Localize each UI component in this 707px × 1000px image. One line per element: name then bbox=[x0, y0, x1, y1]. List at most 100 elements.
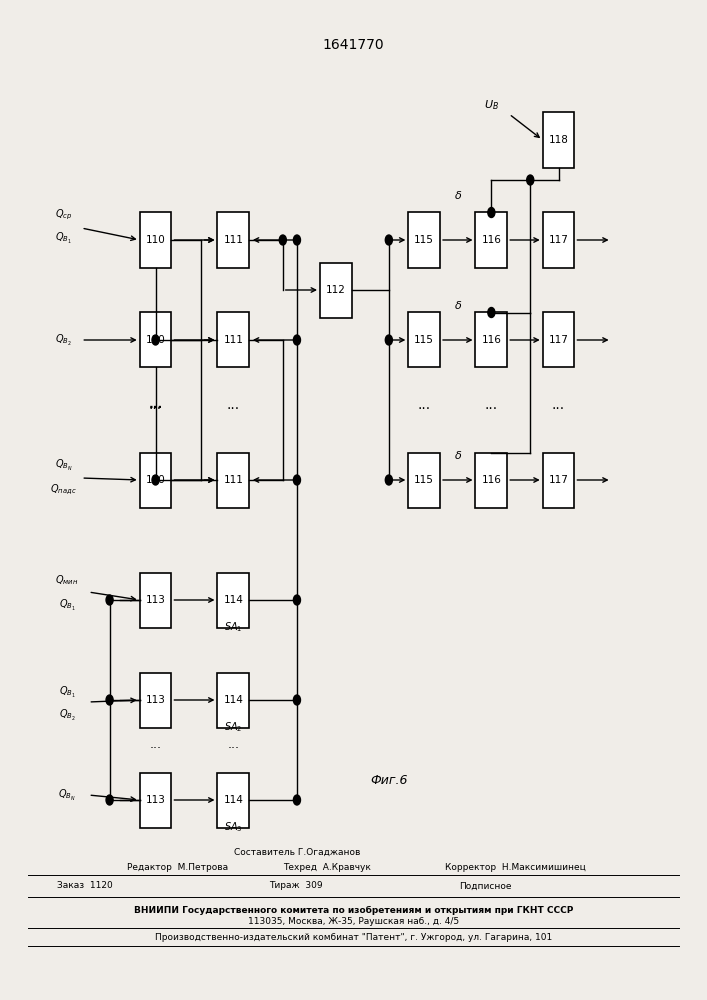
Text: ...: ... bbox=[228, 738, 239, 752]
Circle shape bbox=[385, 335, 392, 345]
Text: 111: 111 bbox=[223, 235, 243, 245]
Text: $Q_{B_N}$: $Q_{B_N}$ bbox=[58, 787, 76, 803]
Text: ВНИИПИ Государственного комитета по изобретениям и открытиям при ГКНТ СССР: ВНИИПИ Государственного комитета по изоб… bbox=[134, 905, 573, 915]
Circle shape bbox=[293, 795, 300, 805]
FancyBboxPatch shape bbox=[218, 673, 249, 728]
Text: 118: 118 bbox=[549, 135, 568, 145]
Circle shape bbox=[385, 235, 392, 245]
Text: Заказ  1120: Заказ 1120 bbox=[57, 882, 112, 890]
Text: 113: 113 bbox=[146, 795, 165, 805]
Text: ...: ... bbox=[552, 398, 565, 412]
Text: 110: 110 bbox=[146, 235, 165, 245]
Circle shape bbox=[152, 475, 159, 485]
Circle shape bbox=[385, 475, 392, 485]
Text: 111: 111 bbox=[223, 475, 243, 485]
Text: $Q_{падс}$: $Q_{падс}$ bbox=[50, 483, 77, 497]
FancyBboxPatch shape bbox=[218, 312, 249, 367]
Text: 117: 117 bbox=[549, 235, 568, 245]
Text: $Q_{B_2}$: $Q_{B_2}$ bbox=[59, 707, 76, 723]
Circle shape bbox=[293, 235, 300, 245]
Text: ...: ... bbox=[227, 398, 240, 412]
Circle shape bbox=[106, 595, 113, 605]
FancyBboxPatch shape bbox=[218, 452, 249, 508]
Text: 110: 110 bbox=[146, 335, 165, 345]
Text: Корректор  Н.Максимишинец: Корректор Н.Максимишинец bbox=[445, 862, 586, 871]
Text: Редактор  М.Петрова: Редактор М.Петрова bbox=[127, 862, 228, 871]
Circle shape bbox=[152, 335, 159, 345]
Text: $U_B$: $U_B$ bbox=[484, 98, 499, 112]
FancyBboxPatch shape bbox=[475, 212, 507, 267]
FancyBboxPatch shape bbox=[409, 312, 440, 367]
Text: $\delta$: $\delta$ bbox=[454, 299, 462, 311]
Text: 114: 114 bbox=[223, 795, 243, 805]
Circle shape bbox=[106, 695, 113, 705]
Circle shape bbox=[488, 308, 495, 318]
FancyBboxPatch shape bbox=[475, 312, 507, 367]
FancyBboxPatch shape bbox=[140, 772, 171, 827]
Text: $Q_{B_N}$: $Q_{B_N}$ bbox=[54, 457, 73, 473]
Text: $Q_{B_1}$: $Q_{B_1}$ bbox=[59, 684, 76, 700]
Text: 116: 116 bbox=[481, 235, 501, 245]
Text: 116: 116 bbox=[481, 335, 501, 345]
Text: Техред  А.Кравчук: Техред А.Кравчук bbox=[283, 862, 370, 871]
Text: $SA_3$: $SA_3$ bbox=[224, 820, 243, 834]
Text: 112: 112 bbox=[326, 285, 346, 295]
Circle shape bbox=[293, 475, 300, 485]
Text: $SA_2$: $SA_2$ bbox=[224, 720, 243, 734]
Text: $Q_{B_1}$: $Q_{B_1}$ bbox=[59, 597, 76, 613]
FancyBboxPatch shape bbox=[320, 262, 351, 318]
Circle shape bbox=[488, 208, 495, 218]
Text: 116: 116 bbox=[481, 475, 501, 485]
Text: 114: 114 bbox=[223, 595, 243, 605]
Text: ...: ... bbox=[150, 738, 161, 752]
Circle shape bbox=[293, 695, 300, 705]
FancyBboxPatch shape bbox=[218, 772, 249, 827]
Text: $\delta$: $\delta$ bbox=[454, 189, 462, 201]
Text: ...: ... bbox=[485, 398, 498, 412]
Text: Составитель Г.Огаджанов: Составитель Г.Огаджанов bbox=[234, 848, 360, 856]
Circle shape bbox=[279, 235, 286, 245]
FancyBboxPatch shape bbox=[543, 112, 574, 167]
Text: $Q_{B_2}$: $Q_{B_2}$ bbox=[55, 332, 72, 348]
Circle shape bbox=[106, 795, 113, 805]
Text: 117: 117 bbox=[549, 335, 568, 345]
Text: Производственно-издательский комбинат "Патент", г. Ужгород, ул. Гагарина, 101: Производственно-издательский комбинат "П… bbox=[155, 934, 552, 942]
Text: 113: 113 bbox=[146, 695, 165, 705]
Text: 110: 110 bbox=[146, 475, 165, 485]
Text: 113: 113 bbox=[146, 595, 165, 605]
Text: ...: ... bbox=[148, 398, 163, 412]
Text: ...: ... bbox=[149, 398, 162, 412]
FancyBboxPatch shape bbox=[543, 452, 574, 508]
FancyBboxPatch shape bbox=[218, 572, 249, 628]
FancyBboxPatch shape bbox=[218, 212, 249, 267]
Text: $Q_{мин}$: $Q_{мин}$ bbox=[55, 573, 79, 587]
Text: 117: 117 bbox=[549, 475, 568, 485]
FancyBboxPatch shape bbox=[140, 452, 171, 508]
FancyBboxPatch shape bbox=[409, 452, 440, 508]
FancyBboxPatch shape bbox=[140, 212, 171, 267]
FancyBboxPatch shape bbox=[140, 312, 171, 367]
FancyBboxPatch shape bbox=[409, 212, 440, 267]
Circle shape bbox=[293, 335, 300, 345]
Text: 113035, Москва, Ж-35, Раушская наб., д. 4/5: 113035, Москва, Ж-35, Раушская наб., д. … bbox=[248, 918, 459, 926]
FancyBboxPatch shape bbox=[543, 212, 574, 267]
FancyBboxPatch shape bbox=[140, 572, 171, 628]
Text: Фиг.6: Фиг.6 bbox=[370, 774, 408, 786]
Circle shape bbox=[293, 595, 300, 605]
Circle shape bbox=[527, 175, 534, 185]
Text: $\delta$: $\delta$ bbox=[454, 449, 462, 461]
Text: 115: 115 bbox=[414, 335, 434, 345]
Text: ...: ... bbox=[418, 398, 431, 412]
Text: $Q_{B_1}$: $Q_{B_1}$ bbox=[55, 230, 72, 246]
Text: 1641770: 1641770 bbox=[322, 38, 385, 52]
FancyBboxPatch shape bbox=[140, 673, 171, 728]
FancyBboxPatch shape bbox=[543, 312, 574, 367]
FancyBboxPatch shape bbox=[475, 452, 507, 508]
Text: Тираж  309: Тираж 309 bbox=[269, 882, 322, 890]
Text: 114: 114 bbox=[223, 695, 243, 705]
Text: 111: 111 bbox=[223, 335, 243, 345]
Text: 115: 115 bbox=[414, 475, 434, 485]
Text: $Q_{cp}$: $Q_{cp}$ bbox=[55, 208, 72, 222]
Text: 115: 115 bbox=[414, 235, 434, 245]
Text: $SA_1$: $SA_1$ bbox=[224, 620, 243, 634]
